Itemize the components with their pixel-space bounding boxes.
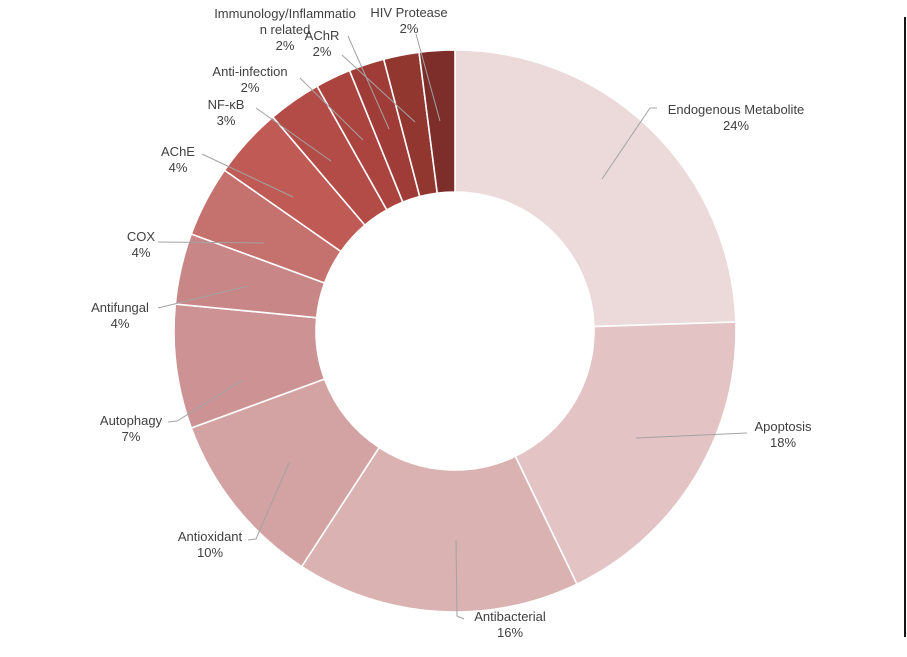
leader-line-achr bbox=[341, 54, 416, 123]
slice-label-nf-b: NF-κB 3% bbox=[208, 97, 245, 128]
leader-line-cox bbox=[157, 241, 265, 244]
leader-line-anti-infection bbox=[299, 77, 364, 141]
leader-line-apoptosis bbox=[635, 432, 748, 439]
slice-label-cox: COX 4% bbox=[127, 229, 156, 260]
slice-label-immunology-inflammation-related: Immunology/Inflammatio n related 2% bbox=[214, 6, 356, 53]
slice-label-antibacterial: Antibacterial 16% bbox=[474, 609, 546, 640]
slice-label-antioxidant: Antioxidant 10% bbox=[178, 529, 243, 560]
leader-line-nf-b bbox=[255, 107, 332, 162]
slice-antibacterial bbox=[300, 446, 578, 613]
leader-line-immunology-inflammation-related bbox=[347, 35, 390, 130]
slice-label-ache: AChE 4% bbox=[161, 144, 195, 175]
page-edge-rule bbox=[904, 17, 906, 637]
slice-label-endogenous-metabolite: Endogenous Metabolite 24% bbox=[668, 102, 805, 133]
leader-line-antioxidant bbox=[247, 462, 290, 541]
slice-hiv-protease bbox=[418, 49, 456, 194]
leader-line-antibacterial bbox=[455, 539, 465, 620]
slice-label-antifungal: Antifungal 4% bbox=[91, 300, 149, 331]
slice-label-anti-infection: Anti-infection 2% bbox=[212, 64, 287, 95]
slice-label-achr: AChR 2% bbox=[305, 28, 340, 59]
leader-line-hiv-protease bbox=[415, 33, 441, 122]
leader-line-ache bbox=[201, 153, 294, 198]
slice-label-hiv-protease: HIV Protease 2% bbox=[370, 5, 447, 36]
leader-line-endogenous-metabolite bbox=[601, 107, 657, 180]
slice-endogenous-metabolite bbox=[454, 49, 737, 328]
slice-label-apoptosis: Apoptosis 18% bbox=[754, 419, 812, 450]
leader-line-antifungal bbox=[157, 285, 249, 309]
leader-line-autophagy bbox=[167, 379, 244, 423]
slice-apoptosis bbox=[514, 321, 737, 585]
slice-label-autophagy: Autophagy 7% bbox=[100, 413, 163, 444]
